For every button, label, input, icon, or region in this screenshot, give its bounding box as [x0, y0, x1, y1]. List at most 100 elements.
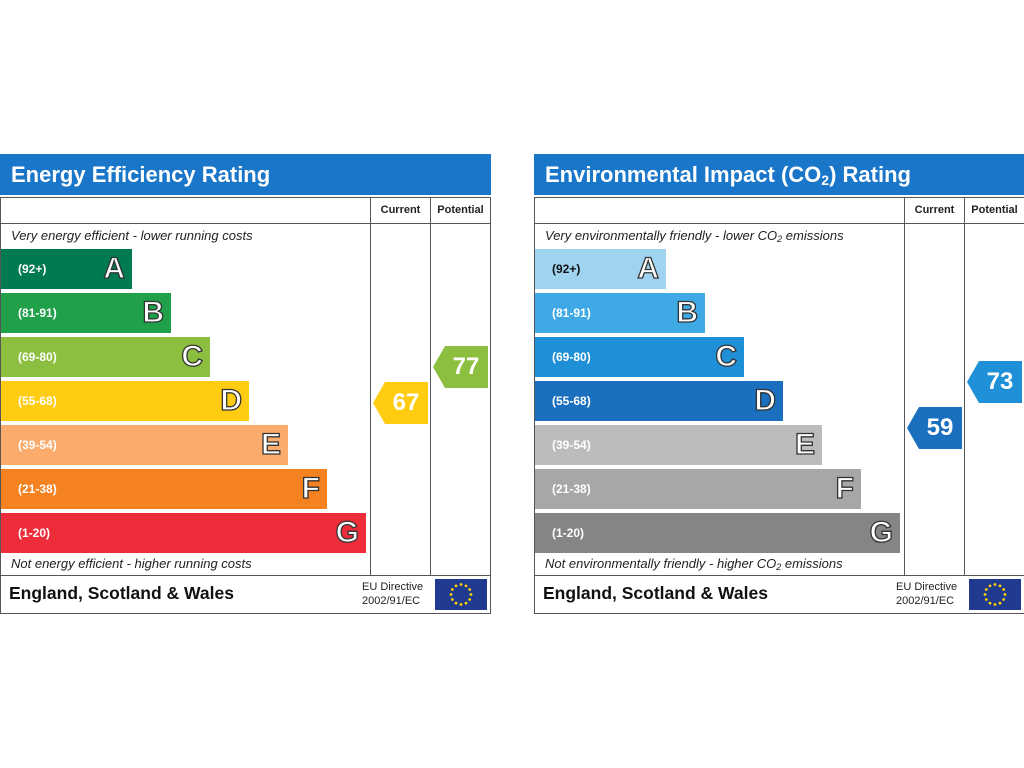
flag-star	[464, 601, 468, 605]
current-column-header: Current	[380, 204, 421, 216]
flag-star	[450, 588, 454, 591]
band-g: (1-20) G	[1, 513, 366, 553]
arrow-polygon	[907, 407, 962, 450]
band-c: (69-80) C	[1, 337, 210, 377]
title-main: Environmental Impact (CO	[545, 162, 822, 187]
flag-star	[998, 601, 1002, 605]
flag-star	[459, 603, 463, 606]
band-e: (39-54) E	[535, 425, 822, 465]
flag-star	[988, 584, 992, 588]
bottom-note: Not energy efficient - higher running co…	[11, 556, 252, 571]
current-rating-value: 59	[926, 414, 954, 442]
top-note-subscript: 2	[777, 234, 783, 244]
flag-star	[1002, 588, 1006, 591]
band-g: (1-20) G	[535, 513, 900, 553]
current-rating-value: 67	[392, 389, 420, 417]
flag-star	[1003, 593, 1007, 596]
energy-efficiency-chart: Energy Efficiency Rating Current Potenti…	[0, 154, 491, 614]
band-range-label: (69-80)	[18, 350, 57, 364]
flag-star	[993, 603, 997, 606]
band-letter: C	[715, 339, 738, 373]
band-letter: F	[835, 471, 855, 505]
band-letter: B	[676, 295, 699, 329]
flag-star	[449, 593, 453, 596]
top-note-end: emissions	[782, 228, 844, 243]
band-range-label: (39-54)	[552, 438, 591, 452]
eu-directive-text: EU Directive 2002/91/EC	[896, 580, 957, 608]
band-letter: E	[260, 427, 281, 461]
potential-rating-arrow: 77	[433, 346, 488, 388]
band-letter: D	[220, 383, 243, 417]
flag-star	[450, 598, 454, 601]
flag-star	[983, 593, 987, 596]
bottom-note: Not environmentally friendly - higher CO…	[545, 556, 843, 572]
directive-line-2: 2002/91/EC	[896, 595, 955, 607]
potential-column-divider	[430, 198, 431, 575]
arrow-shape	[373, 382, 428, 425]
eu-flag-icon	[969, 579, 1021, 610]
potential-column-divider	[964, 198, 965, 575]
band-e: (39-54) E	[1, 425, 288, 465]
flag-star	[984, 588, 988, 591]
current-rating-arrow: 59	[907, 407, 962, 450]
flag-star	[469, 593, 473, 596]
band-a: (92+) A	[1, 249, 132, 289]
potential-rating-value: 77	[452, 353, 480, 380]
band-letter: D	[754, 383, 777, 417]
bottom-note-main: Not environmentally friendly - higher CO	[545, 556, 777, 571]
flag-star	[459, 583, 463, 586]
footer-divider	[535, 575, 1024, 576]
flag-star	[988, 601, 992, 605]
flag-star	[468, 598, 472, 601]
band-letter: A	[637, 251, 660, 285]
potential-column-header: Potential	[971, 204, 1018, 216]
footer-divider	[1, 575, 490, 576]
band-d: (55-68) D	[1, 381, 249, 421]
chart-body: Current Potential Very energy efficient …	[0, 197, 491, 614]
band-d: (55-68) D	[535, 381, 783, 421]
band-range-label: (21-38)	[18, 482, 57, 496]
band-letter: C	[181, 339, 204, 373]
current-column-divider	[370, 198, 371, 575]
arrow-polygon	[373, 382, 428, 425]
flag-star	[998, 584, 1002, 588]
band-letter: E	[794, 427, 815, 461]
flag-star	[468, 588, 472, 591]
potential-rating-value: 73	[986, 367, 1014, 395]
directive-line-1: EU Directive	[896, 581, 958, 593]
band-range-label: (1-20)	[552, 526, 585, 540]
arrow-polygon	[967, 360, 1022, 403]
header-divider	[535, 223, 1024, 224]
flag-star	[1002, 598, 1006, 601]
chart-title: Environmental Impact (CO2) Rating	[534, 154, 1024, 195]
band-letter: G	[869, 515, 894, 549]
header-divider	[1, 223, 490, 224]
top-note: Very environmentally friendly - lower CO…	[545, 228, 844, 244]
band-range-label: (69-80)	[552, 350, 591, 364]
band-b: (81-91) B	[1, 293, 171, 333]
potential-column-header: Potential	[437, 204, 484, 216]
current-column-divider	[904, 198, 905, 575]
title-end: ) Rating	[829, 162, 911, 187]
band-b: (81-91) B	[535, 293, 705, 333]
flag-star	[454, 584, 458, 588]
arrow-polygon	[433, 346, 488, 388]
potential-rating-arrow: 73	[967, 360, 1022, 403]
band-range-label: (92+)	[18, 262, 47, 276]
band-range-label: (55-68)	[18, 394, 57, 408]
band-range-label: (55-68)	[552, 394, 591, 408]
flag-star	[454, 601, 458, 605]
bottom-note-end: emissions	[781, 556, 843, 571]
flag-star	[984, 598, 988, 601]
band-range-label: (21-38)	[552, 482, 591, 496]
chart-body: Current Potential Very environmentally f…	[534, 197, 1024, 614]
band-f: (21-38) F	[535, 469, 861, 509]
band-range-label: (92+)	[552, 262, 581, 276]
arrow-shape	[433, 346, 488, 388]
band-letter: G	[335, 515, 360, 549]
arrow-shape	[967, 360, 1022, 403]
band-c: (69-80) C	[535, 337, 744, 377]
flag-star	[993, 583, 997, 586]
arrow-shape	[907, 407, 962, 450]
band-range-label: (81-91)	[552, 306, 591, 320]
